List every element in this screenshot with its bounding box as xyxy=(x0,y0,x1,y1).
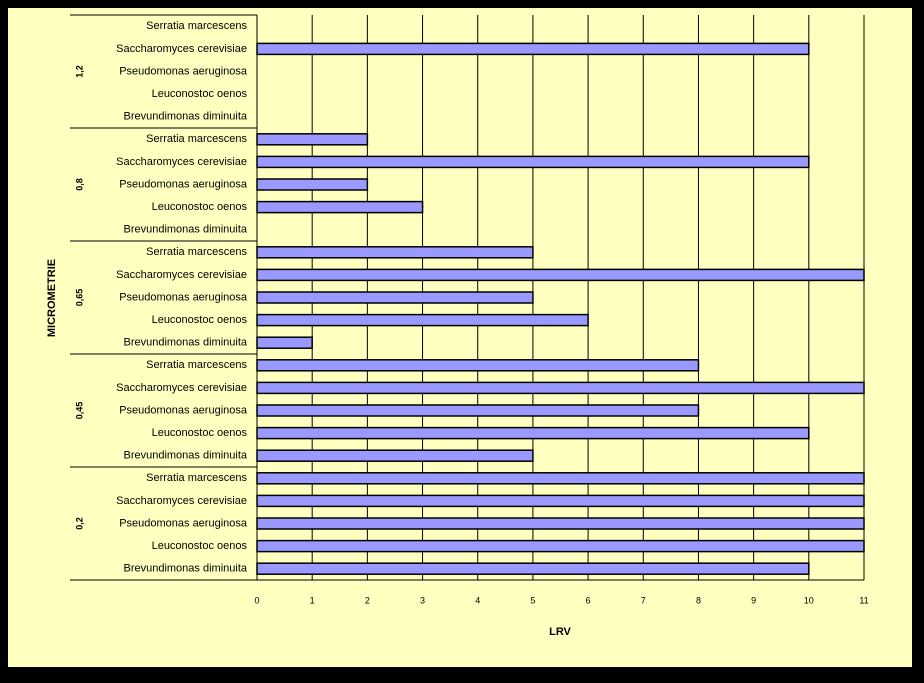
y-tick-label: Leuconostoc oenos xyxy=(152,88,248,100)
y-tick-label: Saccharomyces cerevisiae xyxy=(116,495,247,507)
y-tick-label: Serratia marcescens xyxy=(146,246,247,258)
y-tick-label: Saccharomyces cerevisiae xyxy=(116,43,247,55)
x-tick-label: 5 xyxy=(530,595,535,605)
y-tick-label: Leuconostoc oenos xyxy=(152,540,248,552)
x-tick-label: 1 xyxy=(310,595,315,605)
group-label: 0,2 xyxy=(74,517,84,530)
y-tick-label: Brevundimonas diminuita xyxy=(123,337,247,349)
x-tick-label: 11 xyxy=(859,595,868,605)
group-label: 0,8 xyxy=(74,178,84,191)
y-tick-label: Leuconostoc oenos xyxy=(152,314,248,326)
bar xyxy=(256,426,810,440)
bar xyxy=(256,268,865,282)
bar xyxy=(256,155,810,169)
x-tick-label: 8 xyxy=(696,595,701,605)
bar xyxy=(256,336,313,349)
group-label: 0,45 xyxy=(74,402,84,420)
x-tick-label: 3 xyxy=(420,595,425,605)
y-tick-label: Brevundimonas diminuita xyxy=(123,224,247,236)
x-tick-label: 10 xyxy=(804,595,814,605)
group-label: 1,2 xyxy=(74,65,84,78)
y-tick-label: Saccharomyces cerevisiae xyxy=(116,156,247,168)
bar xyxy=(256,313,589,327)
x-tick-label: 4 xyxy=(475,595,480,605)
bar xyxy=(256,133,369,146)
y-tick-label: Serratia marcescens xyxy=(146,20,247,32)
bar xyxy=(256,178,369,191)
y-axis-title: MICROMETRIE xyxy=(46,259,58,337)
x-tick-label: 7 xyxy=(641,595,646,605)
x-tick-label: 2 xyxy=(365,595,370,605)
bar xyxy=(256,359,700,372)
x-axis-title: LRV xyxy=(549,626,571,638)
bar xyxy=(256,539,865,553)
y-tick-label: Pseudomonas aeruginosa xyxy=(119,178,248,190)
y-tick-label: Pseudomonas aeruginosa xyxy=(119,517,248,529)
bar xyxy=(256,517,865,530)
x-tick-label: 9 xyxy=(751,595,756,605)
bar xyxy=(256,404,700,417)
y-tick-label: Brevundimonas diminuita xyxy=(123,111,247,123)
bar xyxy=(256,472,865,485)
group-label: 0,65 xyxy=(74,289,84,307)
x-tick-label: 6 xyxy=(586,595,591,605)
bar xyxy=(256,246,534,259)
y-tick-label: Saccharomyces cerevisiae xyxy=(116,269,247,281)
bar xyxy=(256,562,810,575)
y-tick-label: Leuconostoc oenos xyxy=(152,201,248,213)
y-tick-label: Serratia marcescens xyxy=(146,472,247,484)
y-tick-label: Leuconostoc oenos xyxy=(152,427,248,439)
bar xyxy=(256,42,810,56)
bar xyxy=(256,291,534,304)
bar xyxy=(256,381,865,395)
bar xyxy=(256,449,534,462)
y-tick-label: Pseudomonas aeruginosa xyxy=(119,404,248,416)
y-tick-label: Serratia marcescens xyxy=(146,133,247,145)
bar xyxy=(256,494,865,508)
bar xyxy=(256,200,424,214)
y-tick-label: Brevundimonas diminuita xyxy=(123,563,247,575)
y-tick-label: Saccharomyces cerevisiae xyxy=(116,382,247,394)
y-tick-label: Pseudomonas aeruginosa xyxy=(119,65,248,77)
y-tick-label: Serratia marcescens xyxy=(146,359,247,371)
chart-background xyxy=(8,8,912,667)
y-tick-label: Brevundimonas diminuita xyxy=(123,450,247,462)
x-tick-label: 0 xyxy=(254,595,259,605)
y-tick-label: Pseudomonas aeruginosa xyxy=(119,291,248,303)
